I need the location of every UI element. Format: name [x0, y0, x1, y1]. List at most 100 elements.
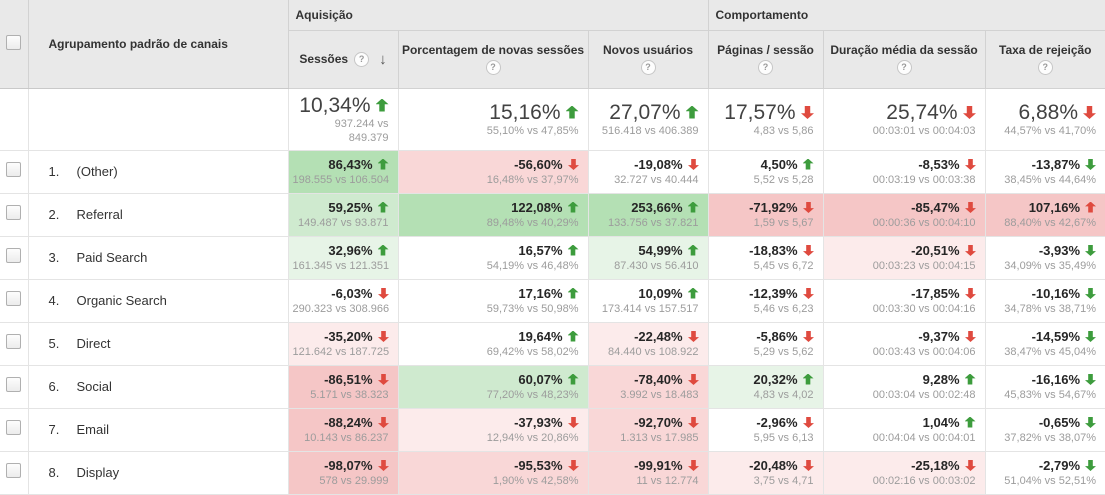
channel-name-cell[interactable]: 8. Display [28, 451, 289, 495]
metric-comparison: 3,75 vs 4,71 [753, 474, 814, 487]
column-label: Porcentagem de novas sessões [401, 43, 585, 57]
help-icon[interactable]: ? [758, 60, 774, 75]
summary-comparison: 00:03:01 vs 00:04:03 [872, 124, 976, 137]
channel-name-cell[interactable]: 4. Organic Search [28, 279, 289, 323]
down-arrow-icon [963, 106, 976, 119]
row-checkbox[interactable] [6, 204, 22, 220]
metric-comparison: 578 vs 29.999 [319, 474, 389, 487]
channel-name-cell[interactable]: 3. Paid Search [28, 236, 289, 280]
summary-cell-sessions: 10,34% 937.244 vs 849.379 [288, 88, 399, 151]
metric-percent: -95,53% [403, 458, 579, 474]
column-header-bounce_rate[interactable]: Taxa de rejeição? [985, 30, 1105, 89]
select-all-checkbox[interactable] [6, 34, 22, 50]
column-header-new_users[interactable]: Novos usuários? [588, 30, 709, 89]
row-checkbox[interactable] [6, 462, 22, 478]
row-number: 7. [48, 422, 60, 437]
metric-comparison: 11 vs 12.774 [636, 474, 699, 487]
metric-comparison: 87.430 vs 56.410 [614, 259, 699, 272]
metric-percent: 59,25% [293, 200, 389, 216]
down-arrow-icon [1085, 288, 1096, 299]
metric-comparison: 00:03:19 vs 00:03:38 [872, 173, 976, 186]
up-arrow-icon [687, 244, 699, 256]
help-icon[interactable]: ? [640, 60, 656, 75]
row-checkbox[interactable] [6, 247, 22, 263]
metric-cell-bounce_rate: -13,87% 38,45% vs 44,64% [985, 150, 1105, 194]
metric-comparison: 34,09% vs 35,49% [1004, 259, 1097, 272]
metric-comparison: 12,94% vs 20,86% [486, 431, 579, 444]
up-arrow-icon [802, 158, 814, 170]
down-arrow-icon [688, 460, 699, 471]
metric-percent: -20,48% [713, 458, 814, 474]
metric-comparison: 10.143 vs 86.237 [304, 431, 389, 444]
metric-percent: -88,24% [293, 415, 389, 431]
summary-percent: 25,74% [828, 101, 976, 124]
row-checkbox[interactable] [6, 290, 22, 306]
metric-comparison: 5,45 vs 6,72 [753, 259, 814, 272]
metric-cell-sessions: -6,03% 290.323 vs 308.966 [288, 279, 399, 323]
metric-percent: -8,53% [828, 157, 976, 173]
channel-name-cell[interactable]: 1. (Other) [28, 150, 289, 194]
row-checkbox-cell [0, 322, 29, 366]
metric-cell-sessions: -86,51% 5.171 vs 38.323 [288, 365, 399, 409]
summary-spacer [28, 88, 289, 151]
row-number: 4. [48, 293, 60, 308]
channel-name-cell[interactable]: 5. Direct [28, 322, 289, 366]
metric-comparison: 00:03:23 vs 00:04:15 [872, 259, 976, 272]
table-row: 4. Organic Search -6,03% 290.323 vs 308.966… [0, 279, 1105, 323]
down-arrow-icon [1085, 159, 1096, 170]
row-checkbox[interactable] [6, 161, 22, 177]
channel-name: Email [76, 422, 110, 437]
metric-comparison: 00:03:30 vs 00:04:16 [872, 302, 976, 315]
up-arrow-icon [1085, 201, 1097, 213]
metric-comparison: 198.555 vs 106.504 [292, 173, 390, 186]
down-arrow-icon [965, 202, 976, 213]
down-arrow-icon [688, 374, 699, 385]
metric-percent: -2,79% [990, 458, 1097, 474]
help-icon[interactable]: ? [485, 60, 501, 75]
metric-comparison: 37,82% vs 38,07% [1004, 431, 1097, 444]
metric-comparison: 149.487 vs 93.871 [297, 216, 389, 229]
row-number: 2. [48, 207, 60, 222]
channel-name-cell[interactable]: 7. Email [28, 408, 289, 452]
row-checkbox[interactable] [6, 376, 22, 392]
column-header-sessions[interactable]: Sessões? ↓ [288, 30, 399, 89]
up-arrow-icon [565, 105, 579, 119]
summary-cell-pages_per_session: 17,57% 4,83 vs 5,86 [708, 88, 824, 151]
down-arrow-icon [801, 106, 814, 119]
metric-comparison: 84.440 vs 108.922 [607, 345, 699, 358]
row-checkbox[interactable] [6, 419, 22, 435]
down-arrow-icon [965, 245, 976, 256]
metric-cell-bounce_rate: -10,16% 34,78% vs 38,71% [985, 279, 1105, 323]
metric-cell-pages_per_session: -12,39% 5,46 vs 6,23 [708, 279, 824, 323]
metric-cell-new_sessions_pct: 19,64% 69,42% vs 58,02% [398, 322, 589, 366]
row-checkbox-cell [0, 451, 29, 495]
down-arrow-icon [568, 460, 579, 471]
up-arrow-icon [377, 158, 389, 170]
metric-cell-bounce_rate: -16,16% 45,83% vs 54,67% [985, 365, 1105, 409]
metric-cell-bounce_rate: -2,79% 51,04% vs 52,51% [985, 451, 1105, 495]
summary-cell-avg_session_duration: 25,74% 00:03:01 vs 00:04:03 [823, 88, 986, 151]
metric-percent: -85,47% [828, 200, 976, 216]
metric-cell-avg_session_duration: -20,51% 00:03:23 vs 00:04:15 [823, 236, 986, 280]
metric-percent: -18,83% [713, 243, 814, 259]
help-icon[interactable]: ? [1037, 60, 1053, 75]
column-label: Páginas / sessão [717, 43, 814, 57]
down-arrow-icon [1085, 245, 1096, 256]
metric-percent: -5,86% [713, 329, 814, 345]
channel-name-cell[interactable]: 2. Referral [28, 193, 289, 237]
metric-comparison: 00:00:36 vs 00:04:10 [872, 216, 976, 229]
column-header-avg_session_duration[interactable]: Duração média da sessão? [823, 30, 986, 89]
down-arrow-icon [803, 460, 814, 471]
column-header-pages_per_session[interactable]: Páginas / sessão? [708, 30, 824, 89]
metric-cell-avg_session_duration: -85,47% 00:00:36 vs 00:04:10 [823, 193, 986, 237]
channel-name-cell[interactable]: 6. Social [28, 365, 289, 409]
metric-cell-avg_session_duration: 9,28% 00:03:04 vs 00:02:48 [823, 365, 986, 409]
column-header-new_sessions_pct[interactable]: Porcentagem de novas sessões? [398, 30, 589, 89]
down-arrow-icon [378, 374, 389, 385]
summary-percent: 17,57% [713, 101, 814, 124]
help-icon[interactable]: ? [354, 51, 370, 67]
row-checkbox[interactable] [6, 333, 22, 349]
metric-comparison: 51,04% vs 52,51% [1004, 474, 1097, 487]
help-icon[interactable]: ? [896, 60, 912, 75]
up-arrow-icon [687, 201, 699, 213]
